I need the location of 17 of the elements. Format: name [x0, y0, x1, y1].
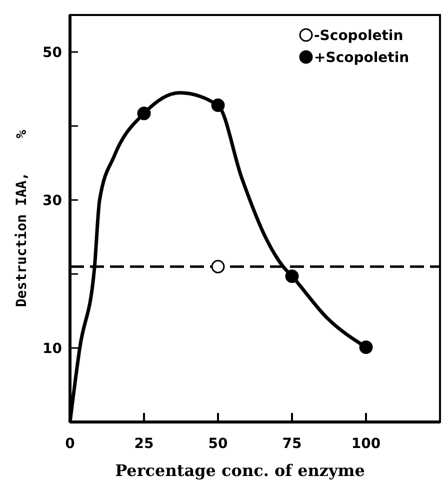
legend-label: +Scopoletin [314, 50, 410, 66]
point [211, 260, 225, 274]
y-tick-label: 30 [42, 193, 62, 209]
x-tick-label: 75 [282, 436, 302, 452]
y-tick-label: 50 [42, 45, 62, 61]
point [359, 340, 373, 354]
point [137, 106, 151, 120]
x-tick-label: 100 [351, 436, 381, 452]
x-tick-label: 50 [208, 436, 228, 452]
point [285, 269, 299, 283]
x-axis-title: Percentage conc. of enzyme [115, 461, 365, 480]
legend-label: -Scopoletin [314, 28, 404, 44]
y-tick-label: 10 [42, 341, 62, 357]
x-tick-label: 25 [134, 436, 154, 452]
y-axis-title: Destruction IAA, % [14, 129, 30, 308]
point [211, 98, 225, 112]
x-tick-label: 0 [65, 436, 76, 452]
